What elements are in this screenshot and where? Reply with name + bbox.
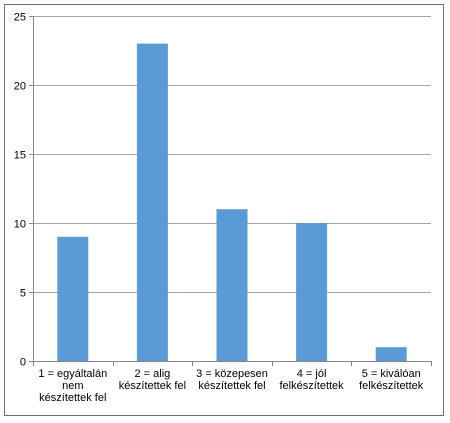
y-tick-label: 5: [20, 288, 26, 300]
x-tick-label: 3 = közepesen készítettek fel: [196, 368, 268, 392]
y-tick-label: 15: [14, 150, 26, 162]
bar: [136, 43, 168, 361]
x-tick-label-line: 1 = egyáltalán: [38, 368, 107, 380]
x-tick-label-line: 4 = jól: [297, 368, 327, 380]
y-tick-label: 20: [14, 81, 26, 93]
x-tick-label-line: 5 = kiválóan: [362, 368, 421, 380]
bar: [57, 236, 89, 361]
x-tick-label-line: 2 = alig: [135, 368, 171, 380]
x-tick-label: 1 = egyáltalán nem készítettek fel: [38, 368, 107, 404]
bar: [375, 347, 407, 361]
y-tick-label: 10: [14, 219, 26, 231]
x-tick-label-line: készítettek fel: [39, 392, 106, 404]
y-tick-label: 25: [14, 12, 26, 24]
x-tick-label-line: nem: [62, 380, 83, 392]
bar: [296, 223, 328, 361]
x-tick-label-line: készítettek fel: [198, 380, 265, 392]
x-tick-label: 5 = kiválóan felkészítettek: [359, 368, 424, 392]
x-tick-label-line: felkészítettek: [279, 380, 344, 392]
x-tick-label: 4 = jól felkészítettek: [279, 368, 344, 392]
x-tick-label-line: felkészítettek: [359, 380, 424, 392]
bar: [216, 209, 248, 361]
y-tick-label: 0: [20, 357, 26, 369]
x-tick-label-line: készítettek fel: [119, 380, 186, 392]
x-tick-label-line: 3 = közepesen: [196, 368, 268, 380]
x-tick-label: 2 = alig készítettek fel: [119, 368, 186, 392]
